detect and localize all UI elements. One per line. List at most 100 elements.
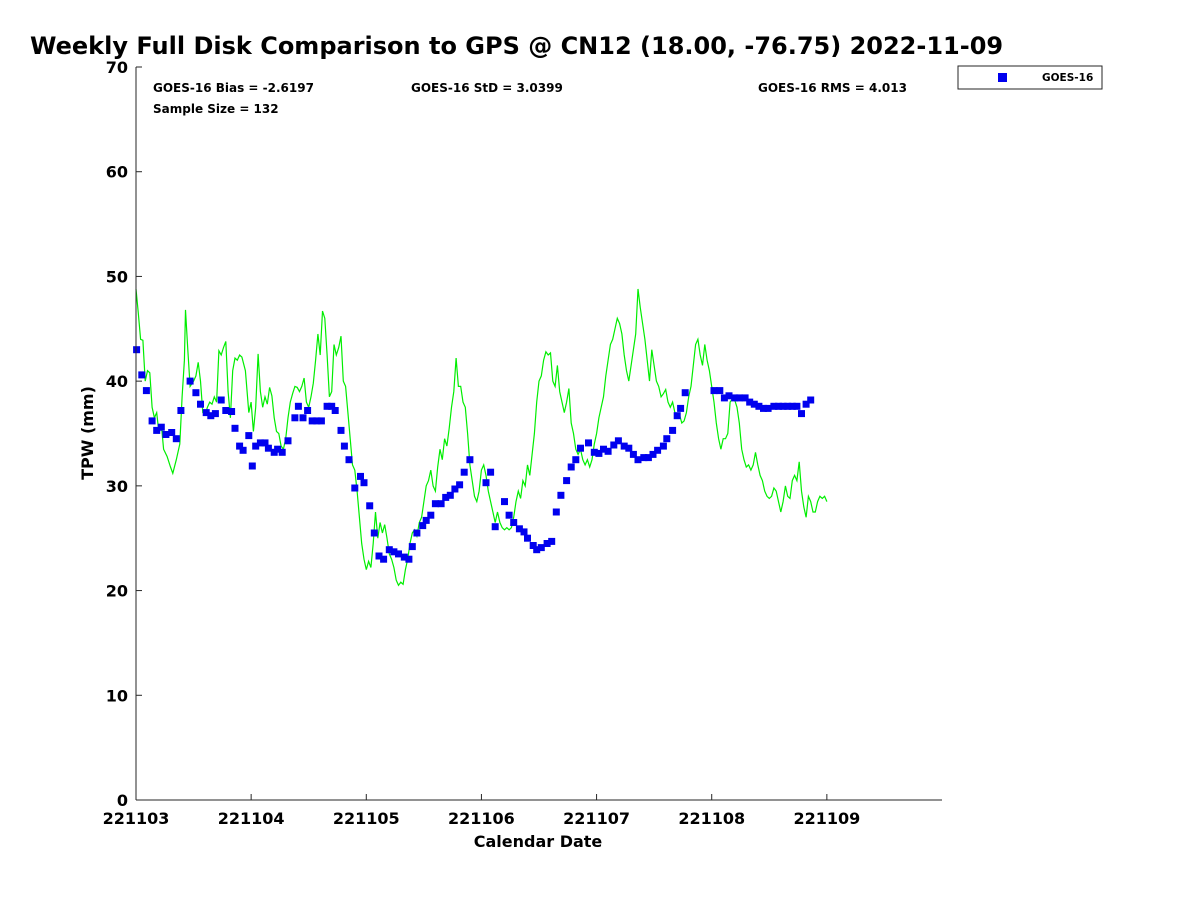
goes16-point [437,500,445,508]
goes16-point [431,500,439,508]
goes16-point [366,502,374,510]
goes16-point [720,394,728,402]
goes16-point [515,525,523,533]
x-tick-label: 221103 [103,809,170,828]
legend-marker [998,73,1007,82]
legend-label: GOES-16 [1042,72,1093,84]
goes16-point [529,542,537,549]
goes16-point [750,400,758,408]
goes16-point [239,446,247,454]
goes16-point [625,444,633,452]
y-tick-label: 70 [106,58,128,77]
goes16-point [442,493,450,501]
legend: GOES-16 [957,65,1103,90]
goes16-point [654,446,662,454]
goes16-point [197,400,204,408]
goes16-point [725,392,733,400]
legend-box [957,65,1103,90]
goes16-point [192,389,200,397]
goes16-point [422,516,430,524]
goes16-point [328,402,336,410]
goes16-point [557,491,565,499]
goes16-point [337,426,345,434]
goes16-point [340,442,348,450]
goes16-point [375,552,383,560]
goes16-point [482,479,490,487]
goes16-point [256,439,264,447]
goes16-point [600,445,607,453]
goes16-point [634,456,642,464]
goes16-point [413,529,421,537]
x-axis-title: Calendar Date [474,832,603,851]
goes16-point [446,491,454,499]
stat-rms: GOES-16 RMS = 4.013 [758,81,907,95]
y-tick-label: 60 [106,163,128,182]
y-tick-label: 30 [106,477,128,496]
goes16-point [172,435,180,443]
goes16-point [784,402,792,410]
goes16-point [419,522,427,530]
goes16-point [211,410,219,418]
x-tick-label: 221106 [448,809,515,828]
goes16-point [138,371,146,379]
x-tick-label: 221108 [678,809,745,828]
goes16-point [669,426,677,434]
goes16-point [677,404,685,412]
stat-bias: GOES-16 Bias = -2.6197 [153,81,314,95]
goes16-point [228,408,236,415]
goes16-point [456,481,464,489]
goes16-point [157,423,165,431]
x-tick-label: 221107 [563,809,630,828]
goes16-point [807,396,815,404]
goes16-point [370,529,378,537]
goes16-point [604,447,612,455]
goes16-point [245,432,253,440]
goes16-point [501,498,508,506]
goes16-point [231,424,239,432]
goes16-point [663,435,671,443]
goes16-point [323,402,331,410]
goes16-point [133,346,141,354]
goes16-point [793,402,801,410]
goes16-point [427,511,435,519]
goes16-point [755,402,763,410]
goes16-point [716,387,724,395]
goes16-point [252,442,260,450]
goes16-point [629,450,637,458]
goes16-point [261,439,269,447]
goes16-point [168,429,176,436]
goes16-point [153,426,161,434]
x-tick-label: 221109 [793,809,860,828]
goes16-point [614,437,622,445]
goes16-point [148,417,156,425]
goes16-point [236,442,244,450]
goes16-point [186,377,194,385]
goes16-point [649,450,657,458]
goes16-point [380,555,388,563]
goes16-point [659,442,667,450]
goes16-point [524,534,531,542]
goes16-point [278,448,286,456]
goes16-point [487,468,495,476]
goes16-point [543,540,551,547]
y-tick-label: 40 [106,372,128,391]
goes16-point [284,437,292,445]
goes16-point [202,409,210,417]
goes16-point [746,398,754,406]
goes16-point [460,468,468,476]
goes16-point [304,407,312,414]
goes16-point [620,442,628,450]
goes16-point [222,407,230,414]
goes16-point [510,519,518,526]
goes16-point [644,454,652,462]
goes16-point [217,396,225,404]
goes16-point [248,462,256,470]
goes16-point [385,546,393,554]
goes16-point [760,404,767,412]
goes16-point [533,546,541,554]
goes16-point [563,477,571,485]
goes16-point [291,414,299,422]
goes16-point [207,412,215,420]
goes16-point [640,454,648,462]
